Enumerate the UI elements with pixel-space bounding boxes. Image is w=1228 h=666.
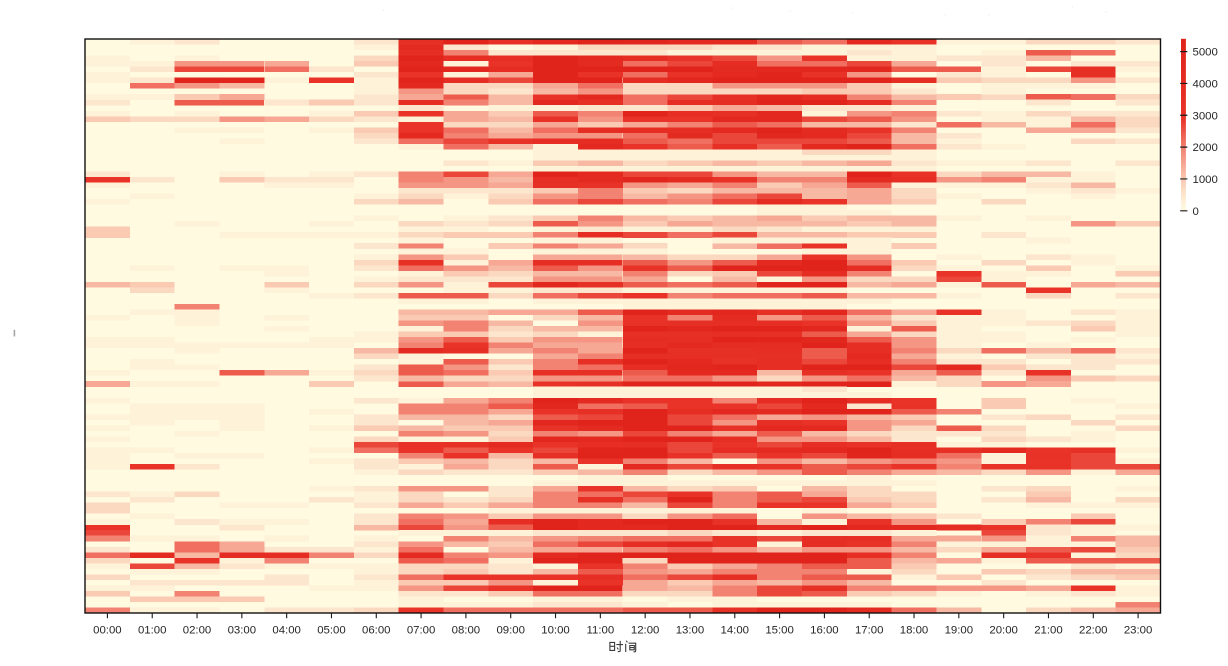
svg-text:3000: 3000 <box>1193 110 1218 122</box>
svg-text:19:00: 19:00 <box>945 625 974 637</box>
svg-text:1000: 1000 <box>1193 174 1218 186</box>
svg-text:18:00: 18:00 <box>900 625 929 637</box>
svg-text:4000: 4000 <box>1193 79 1218 91</box>
svg-text:04:00: 04:00 <box>272 625 301 637</box>
svg-text:16:00: 16:00 <box>810 625 839 637</box>
svg-text:13:00: 13:00 <box>676 625 705 637</box>
svg-text:05:00: 05:00 <box>317 625 346 637</box>
svg-text:09:00: 09:00 <box>496 625 525 637</box>
svg-text:14:00: 14:00 <box>721 625 750 637</box>
svg-text:10:00: 10:00 <box>541 625 570 637</box>
svg-text:08:00: 08:00 <box>452 625 481 637</box>
svg-text:00:00: 00:00 <box>93 625 122 637</box>
svg-text:20:00: 20:00 <box>989 625 1018 637</box>
svg-text:22:00: 22:00 <box>1079 625 1108 637</box>
svg-text:17:00: 17:00 <box>855 625 884 637</box>
svg-text:2000: 2000 <box>1193 142 1218 154</box>
svg-text:02:00: 02:00 <box>183 625 212 637</box>
svg-text:15:00: 15:00 <box>765 625 794 637</box>
svg-text:5000: 5000 <box>1193 47 1218 59</box>
svg-text:23:00: 23:00 <box>1124 625 1153 637</box>
svg-text:12:00: 12:00 <box>631 625 660 637</box>
svg-text:0: 0 <box>1193 206 1199 218</box>
svg-text:07:00: 07:00 <box>407 625 436 637</box>
svg-text:03:00: 03:00 <box>228 625 257 637</box>
svg-text:06:00: 06:00 <box>362 625 391 637</box>
svg-text:11:00: 11:00 <box>587 625 615 637</box>
svg-text:01:00: 01:00 <box>138 625 167 637</box>
svg-text:21:00: 21:00 <box>1034 625 1063 637</box>
